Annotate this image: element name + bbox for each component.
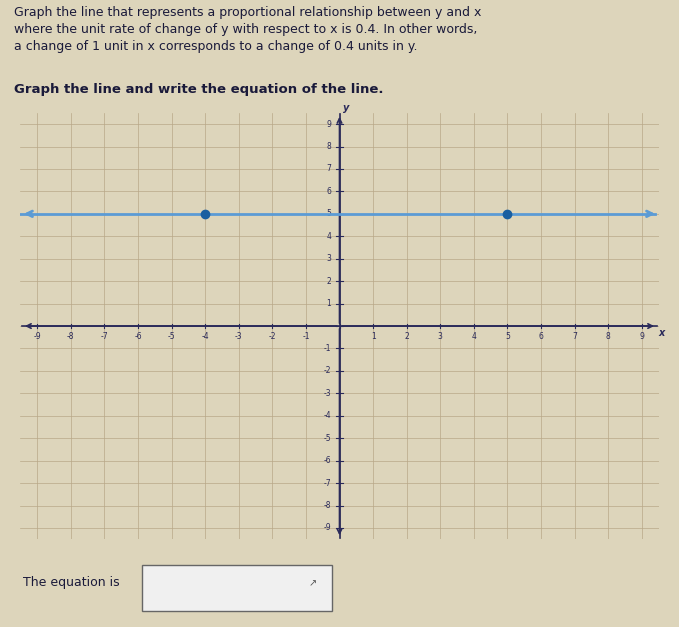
Text: 2: 2	[404, 332, 409, 341]
Text: -2: -2	[324, 366, 331, 376]
Text: -7: -7	[100, 332, 108, 341]
Text: 6: 6	[326, 187, 331, 196]
Text: ↗: ↗	[309, 578, 317, 587]
Text: 6: 6	[538, 332, 543, 341]
Text: -6: -6	[134, 332, 142, 341]
Text: 7: 7	[326, 164, 331, 174]
Text: -5: -5	[323, 434, 331, 443]
Text: -9: -9	[323, 524, 331, 532]
Text: 1: 1	[371, 332, 375, 341]
Text: 9: 9	[640, 332, 644, 341]
Text: -9: -9	[33, 332, 41, 341]
Text: y: y	[343, 103, 350, 113]
Text: The equation is: The equation is	[23, 576, 120, 589]
Text: 5: 5	[326, 209, 331, 218]
Text: 8: 8	[606, 332, 610, 341]
Text: Graph the line and write the equation of the line.: Graph the line and write the equation of…	[14, 83, 383, 96]
Text: -2: -2	[269, 332, 276, 341]
Text: -4: -4	[201, 332, 209, 341]
FancyBboxPatch shape	[142, 565, 332, 611]
Text: -4: -4	[323, 411, 331, 420]
Text: 3: 3	[438, 332, 443, 341]
Text: 8: 8	[327, 142, 331, 151]
Text: -3: -3	[323, 389, 331, 398]
Text: -3: -3	[235, 332, 242, 341]
Text: x: x	[659, 328, 665, 338]
Text: -7: -7	[323, 478, 331, 488]
Text: 9: 9	[326, 120, 331, 129]
Text: -8: -8	[67, 332, 75, 341]
Text: -8: -8	[324, 501, 331, 510]
Text: Graph the line that represents a proportional relationship between y and x
where: Graph the line that represents a proport…	[14, 6, 481, 53]
Text: -1: -1	[324, 344, 331, 353]
Text: -5: -5	[168, 332, 175, 341]
Text: 7: 7	[572, 332, 577, 341]
Text: 3: 3	[326, 254, 331, 263]
Text: 4: 4	[326, 232, 331, 241]
Text: 5: 5	[505, 332, 510, 341]
Text: 2: 2	[327, 277, 331, 286]
Text: -6: -6	[323, 456, 331, 465]
Text: 1: 1	[327, 299, 331, 308]
Text: 4: 4	[471, 332, 476, 341]
Text: -1: -1	[302, 332, 310, 341]
